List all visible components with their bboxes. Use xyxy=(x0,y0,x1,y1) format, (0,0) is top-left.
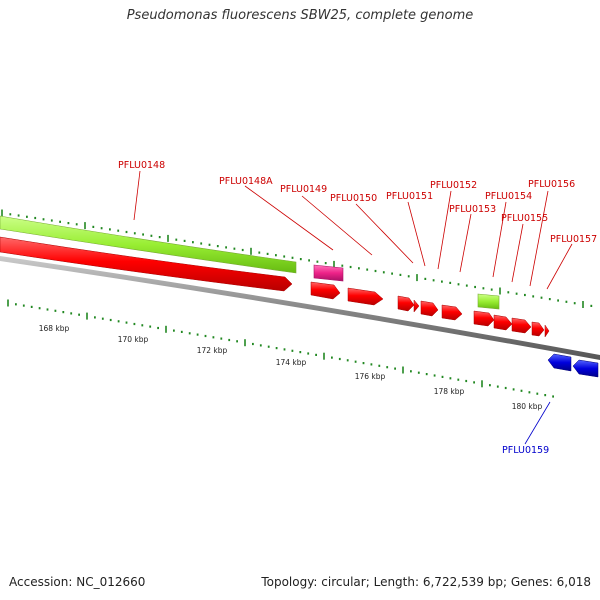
accession-label: Accession: xyxy=(9,575,73,589)
cds-arrow-pflu0148[interactable] xyxy=(0,236,293,292)
gene-label-pflu0153[interactable]: PFLU0153 xyxy=(449,204,496,215)
cds-arrow-pflu0151[interactable] xyxy=(397,295,415,312)
scale-label-174: 174 kbp xyxy=(276,358,307,367)
scale-label-176: 176 kbp xyxy=(355,372,386,381)
genome-stats: Topology: circular; Length: 6,722,539 bp… xyxy=(261,575,591,589)
cds-arrow-pflu0156[interactable] xyxy=(493,314,513,331)
gene-label-pflu0157[interactable]: PFLU0157 xyxy=(550,234,597,245)
gene-label-pflu0152[interactable]: PFLU0152 xyxy=(430,180,477,191)
topology-label: Topology: xyxy=(261,575,318,589)
accession-info: Accession: NC_012660 xyxy=(9,575,145,589)
cds-arrow-pflu0155[interactable] xyxy=(473,310,495,327)
length-label: Length: xyxy=(373,575,420,589)
scale-label-180: 180 kbp xyxy=(512,402,543,411)
green-feature-long[interactable] xyxy=(0,215,297,274)
cds-arrow-pflu0150[interactable] xyxy=(347,287,384,306)
outer-tick-ring xyxy=(1,209,593,308)
gene-label-pflu0148[interactable]: PFLU0148 xyxy=(118,160,165,171)
scale-label-170: 170 kbp xyxy=(118,335,149,344)
genome-backbone xyxy=(0,256,600,360)
cds-arrow-pflu0153[interactable] xyxy=(420,300,439,317)
scale-label-178: 178 kbp xyxy=(434,387,465,396)
gene-label-pflu0154[interactable]: PFLU0154 xyxy=(485,191,532,202)
gene-label-pflu0148a[interactable]: PFLU0148A xyxy=(219,176,273,187)
genes-label: Genes: xyxy=(510,575,553,589)
scale-label-172: 172 kbp xyxy=(197,346,228,355)
cds-arrow-pflu0159b[interactable] xyxy=(572,359,599,378)
scale-tick-ring xyxy=(7,299,554,398)
gene-label-pflu0149[interactable]: PFLU0149 xyxy=(280,184,327,195)
cds-arrow-pflu0152[interactable] xyxy=(413,299,420,313)
genes-value: 6,018 xyxy=(556,575,591,589)
map-title: Pseudomonas fluorescens SBW25, complete … xyxy=(126,8,474,23)
cds-arrow-pflu0149[interactable] xyxy=(310,281,341,300)
gene-label-pflu0150[interactable]: PFLU0150 xyxy=(330,193,377,204)
scale-label-168: 168 kbp xyxy=(39,324,70,333)
gene-label-pflu0159[interactable]: PFLU0159 xyxy=(502,445,549,456)
gene-label-pflu0156[interactable]: PFLU0156 xyxy=(528,179,575,190)
cds-arrow-pflu0154[interactable] xyxy=(441,304,463,321)
green-feature-short[interactable] xyxy=(477,293,500,310)
gene-label-pflu0151[interactable]: PFLU0151 xyxy=(386,191,433,202)
cds-arrow-pflu0157a[interactable] xyxy=(511,317,532,334)
gene-label-pflu0155[interactable]: PFLU0155 xyxy=(501,213,548,224)
cds-arrow-pflu0157b[interactable] xyxy=(531,321,545,337)
cds-arrow-pflu0157c[interactable] xyxy=(544,324,550,338)
length-value: 6,722,539 bp xyxy=(422,575,503,589)
topology-value: circular xyxy=(321,575,366,589)
cds-arrow-pflu0159a[interactable] xyxy=(547,353,572,372)
magenta-feature[interactable] xyxy=(313,264,344,282)
leader-lines xyxy=(133,170,573,445)
accession-value: NC_012660 xyxy=(76,575,146,589)
